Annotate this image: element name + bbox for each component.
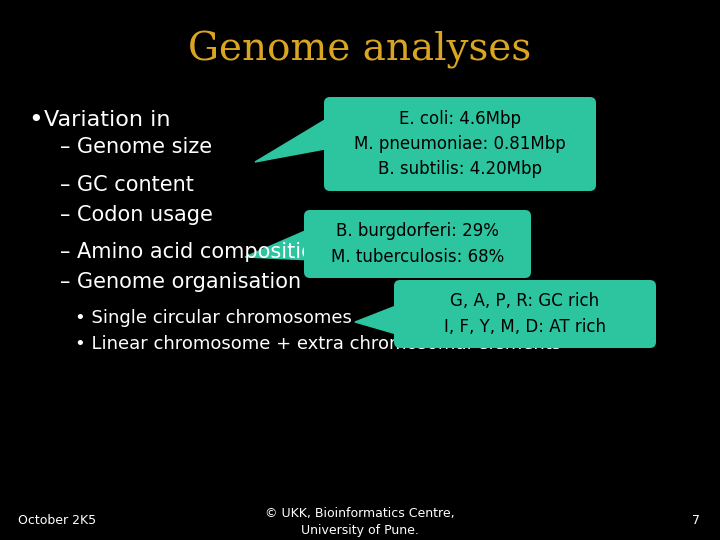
Text: © UKK, Bioinformatics Centre,
University of Pune.: © UKK, Bioinformatics Centre, University… xyxy=(265,507,455,537)
FancyBboxPatch shape xyxy=(394,280,656,348)
Text: 7: 7 xyxy=(692,514,700,526)
Text: B. burgdorferi: 29%
M. tuberculosis: 68%: B. burgdorferi: 29% M. tuberculosis: 68% xyxy=(331,222,504,266)
Text: •: • xyxy=(28,108,42,132)
Text: E. coli: 4.6Mbp
M. pneumoniae: 0.81Mbp
B. subtilis: 4.20Mbp: E. coli: 4.6Mbp M. pneumoniae: 0.81Mbp B… xyxy=(354,110,566,178)
Polygon shape xyxy=(355,303,402,335)
Text: • Single circular chromosomes: • Single circular chromosomes xyxy=(75,309,352,327)
Text: October 2K5: October 2K5 xyxy=(18,514,96,526)
Text: • Linear chromosome + extra chromosomal elements: • Linear chromosome + extra chromosomal … xyxy=(75,335,561,353)
Text: – Codon usage: – Codon usage xyxy=(60,205,213,225)
Text: Genome analyses: Genome analyses xyxy=(189,31,531,69)
Text: – GC content: – GC content xyxy=(60,175,194,195)
Text: – Genome size: – Genome size xyxy=(60,137,212,157)
Polygon shape xyxy=(245,228,312,260)
Text: – Amino acid composition: – Amino acid composition xyxy=(60,242,327,262)
Text: Variation in: Variation in xyxy=(44,110,171,130)
Polygon shape xyxy=(255,116,332,162)
FancyBboxPatch shape xyxy=(304,210,531,278)
Text: G, A, P, R: GC rich
I, F, Y, M, D: AT rich: G, A, P, R: GC rich I, F, Y, M, D: AT ri… xyxy=(444,293,606,335)
Text: – Genome organisation: – Genome organisation xyxy=(60,272,301,292)
FancyBboxPatch shape xyxy=(324,97,596,191)
